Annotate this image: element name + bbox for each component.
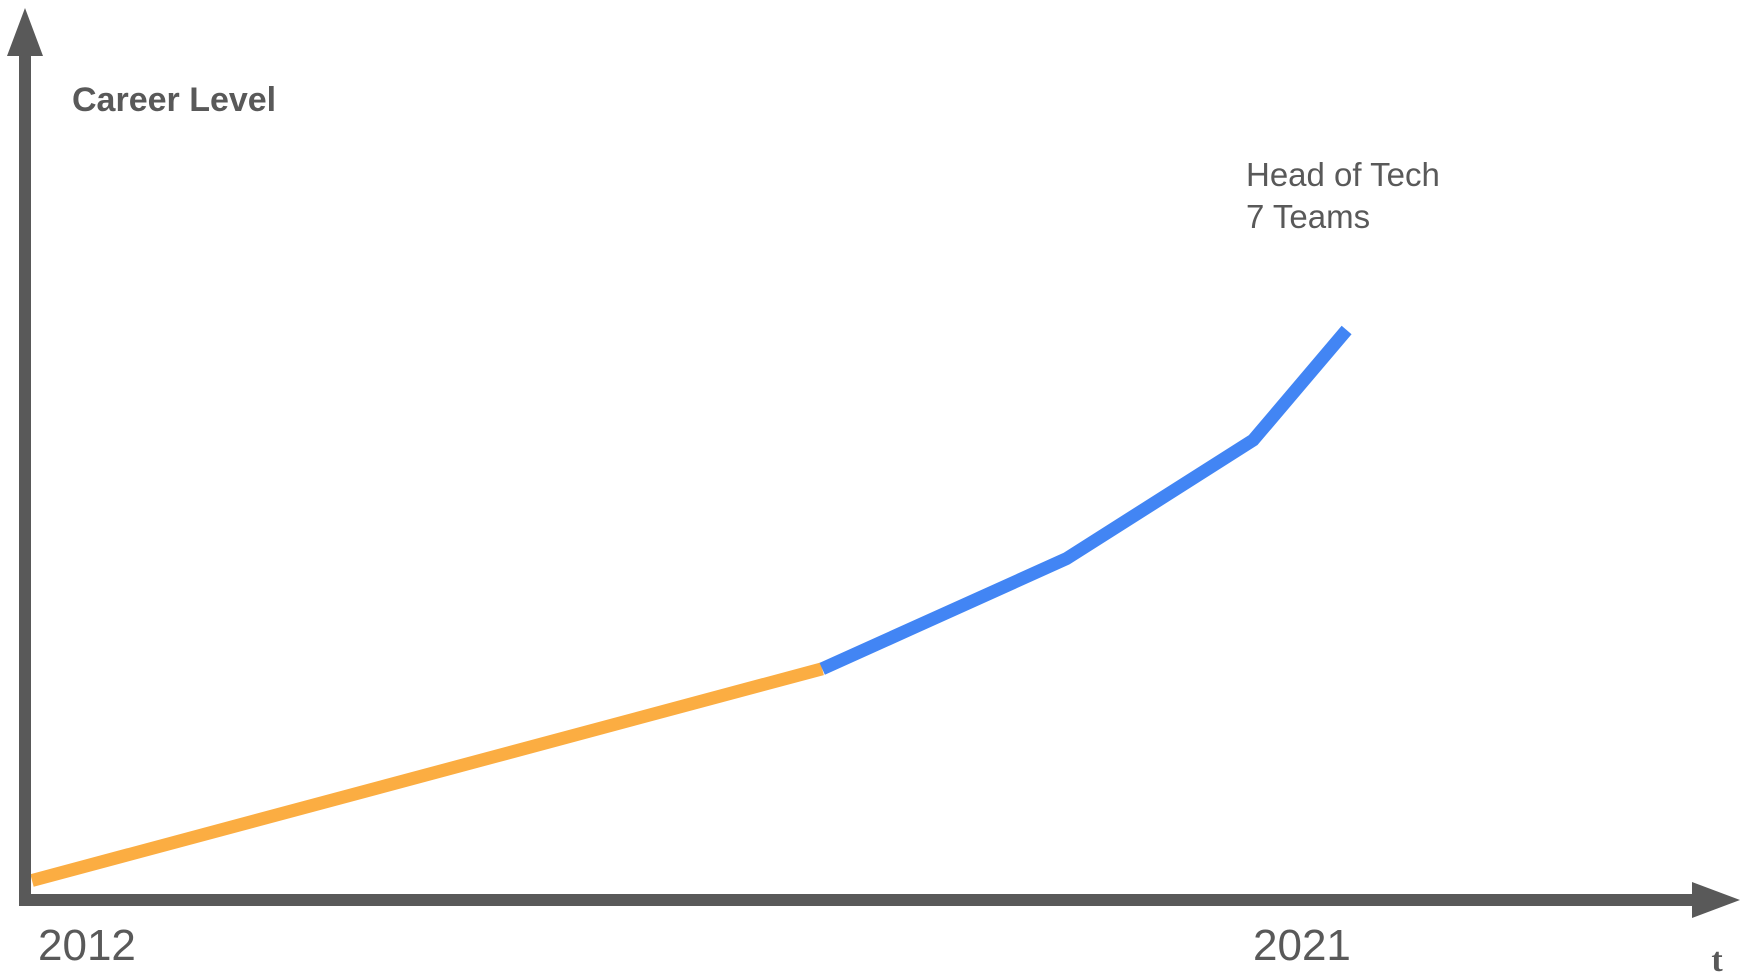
annotation: Head of Tech 7 Teams bbox=[1246, 156, 1440, 235]
y-axis bbox=[7, 8, 43, 900]
series-line-2 bbox=[819, 325, 1352, 675]
annotation-line-2: 7 Teams bbox=[1246, 198, 1370, 235]
y-axis-arrow-icon bbox=[7, 8, 43, 56]
x-tick-labels: 2012 2021 bbox=[38, 921, 1351, 970]
y-axis-label: Career Level bbox=[72, 81, 276, 119]
x-tick-label: 2021 bbox=[1253, 921, 1351, 970]
series-layer bbox=[30, 325, 1352, 887]
x-axis-label: t bbox=[1711, 942, 1723, 975]
annotation-line-1: Head of Tech bbox=[1246, 156, 1440, 193]
x-axis-arrow-icon bbox=[1692, 882, 1740, 918]
x-tick-label: 2012 bbox=[38, 921, 136, 970]
series-line-1 bbox=[30, 662, 824, 887]
x-axis bbox=[19, 882, 1740, 918]
